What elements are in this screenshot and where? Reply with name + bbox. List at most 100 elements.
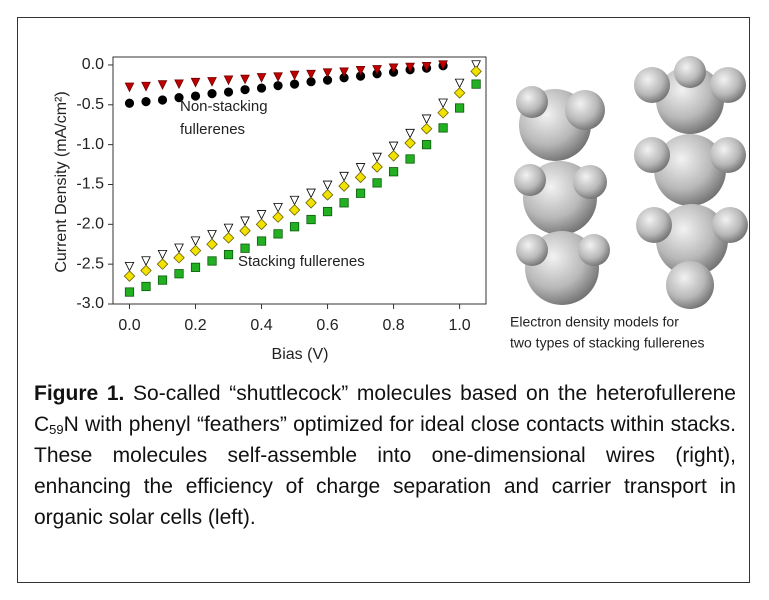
marker [438, 98, 448, 109]
marker [289, 79, 300, 89]
marker [256, 83, 267, 93]
marker [240, 216, 250, 227]
caption-subscript: 59 [49, 422, 64, 437]
marker [339, 67, 349, 78]
marker [288, 204, 301, 216]
marker [355, 188, 366, 198]
marker [189, 244, 202, 257]
marker [454, 103, 465, 113]
molecule-models [514, 56, 748, 309]
y-tick-label: -2.0 [76, 216, 104, 233]
x-tick-label: 0.8 [382, 317, 404, 334]
marker [438, 123, 448, 133]
marker [174, 79, 184, 90]
marker [157, 275, 168, 285]
marker [470, 65, 482, 78]
marker [190, 77, 201, 88]
marker [190, 91, 201, 101]
marker [405, 62, 415, 73]
marker [273, 202, 283, 213]
marker [273, 72, 283, 83]
marker [256, 73, 267, 83]
marker [207, 77, 217, 87]
marker [306, 188, 316, 199]
marker [388, 167, 399, 177]
marker [223, 223, 234, 234]
marker [124, 287, 135, 297]
marker [223, 75, 234, 86]
marker [190, 262, 201, 272]
x-tick-label: 0.0 [118, 317, 140, 334]
marker [471, 79, 481, 89]
image-caption: Electron density models for [510, 314, 679, 330]
x-axis-label: Bias (V) [272, 346, 329, 363]
marker [405, 128, 415, 139]
x-tick-label: 0.2 [184, 317, 206, 334]
marker [124, 98, 135, 108]
marker [372, 152, 382, 163]
marker [156, 258, 169, 270]
marker [223, 249, 234, 260]
marker [453, 87, 466, 99]
marker [404, 137, 416, 149]
marker [223, 87, 234, 97]
figure-frame [17, 17, 750, 583]
marker [372, 178, 382, 188]
marker [255, 218, 268, 231]
plot-frame [112, 56, 487, 305]
marker [141, 281, 151, 292]
marker [222, 232, 235, 244]
marker [322, 68, 333, 79]
annotation: Stacking fullerenes [238, 253, 365, 270]
caption-text: So-called “shuttlecock” molecules based … [34, 382, 736, 436]
marker [387, 150, 400, 162]
marker [321, 189, 334, 201]
y-tick-label: -1.5 [76, 176, 104, 193]
marker [157, 80, 168, 90]
marker [421, 140, 432, 150]
y-tick-label: -0.5 [76, 96, 104, 113]
marker [256, 210, 267, 220]
marker [240, 74, 250, 85]
x-tick-label: 1.0 [448, 317, 470, 334]
image-caption: two types of stacking fullerenes [510, 335, 705, 351]
marker [273, 81, 283, 91]
marker [355, 65, 366, 76]
caption-text: N with phenyl “feathers” optimized for i… [34, 413, 736, 529]
marker [207, 89, 217, 99]
marker [289, 195, 300, 206]
annotation: fullerenes [180, 121, 245, 138]
marker [437, 107, 449, 119]
marker [388, 63, 399, 74]
marker [141, 81, 151, 92]
marker [207, 256, 217, 266]
marker [354, 171, 367, 184]
marker [124, 261, 135, 272]
marker [355, 163, 366, 173]
marker [240, 85, 250, 95]
marker [206, 238, 218, 251]
x-tick-label: 0.4 [250, 317, 272, 334]
marker [207, 230, 217, 240]
marker [339, 171, 349, 182]
caption-label: Figure 1. [34, 382, 125, 405]
marker [141, 256, 151, 267]
marker [471, 60, 481, 71]
marker [240, 243, 250, 253]
marker [372, 65, 382, 75]
marker [174, 269, 184, 279]
marker [454, 78, 465, 89]
marker [123, 270, 136, 282]
marker [141, 97, 151, 107]
x-tick-label: 0.6 [316, 317, 338, 334]
marker [388, 141, 399, 152]
marker [405, 154, 415, 164]
marker [140, 264, 152, 277]
y-tick-label: -1.0 [76, 136, 104, 153]
marker [272, 211, 284, 223]
marker [157, 95, 168, 105]
marker [157, 249, 168, 260]
marker [190, 236, 201, 247]
marker [256, 236, 267, 246]
